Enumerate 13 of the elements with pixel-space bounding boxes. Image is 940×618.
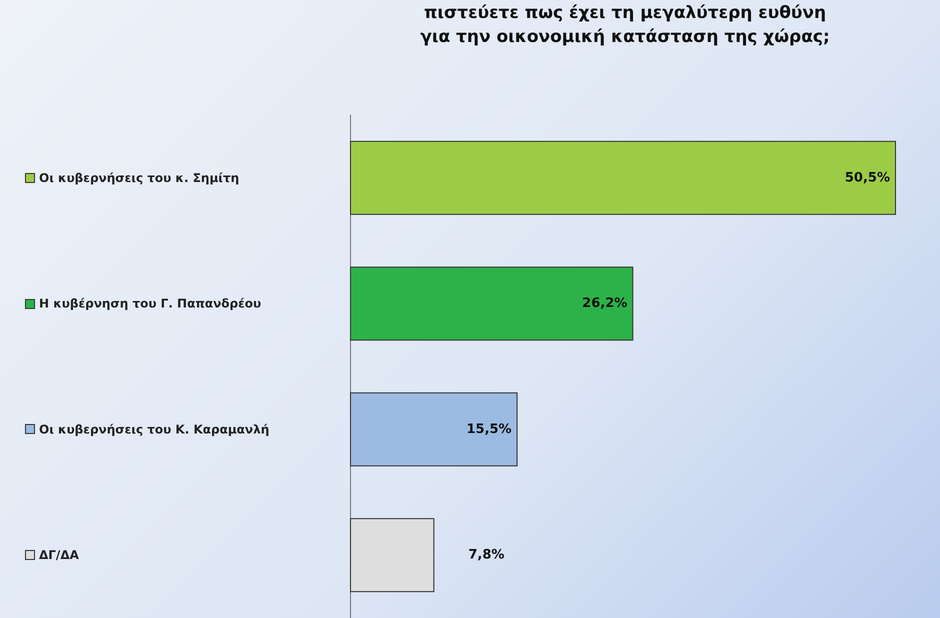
bar <box>350 266 634 341</box>
chart-title: πιστεύετε πως έχει τη μεγαλύτερη ευθύνη για την οικονομική κατάσταση της χώρας; <box>420 3 830 47</box>
data-label: 50,5% <box>844 170 890 186</box>
bar <box>350 392 518 466</box>
y-tick-label: ΔΓ/ΔΑ <box>39 548 80 562</box>
data-label: 15,5% <box>466 422 512 437</box>
data-label: 7,8% <box>468 548 504 563</box>
bar <box>350 518 434 592</box>
data-label: 26,2% <box>582 296 628 312</box>
y-tick-label: Οι κυβερνήσεις του κ. Σημίτη <box>39 170 240 185</box>
y-tick-label: Η κυβέρνηση του Γ. Παπανδρέου <box>39 296 262 311</box>
bar <box>350 140 896 215</box>
y-tick-label: Οι κυβερνήσεις του Κ. Καραμανλή <box>39 422 270 436</box>
